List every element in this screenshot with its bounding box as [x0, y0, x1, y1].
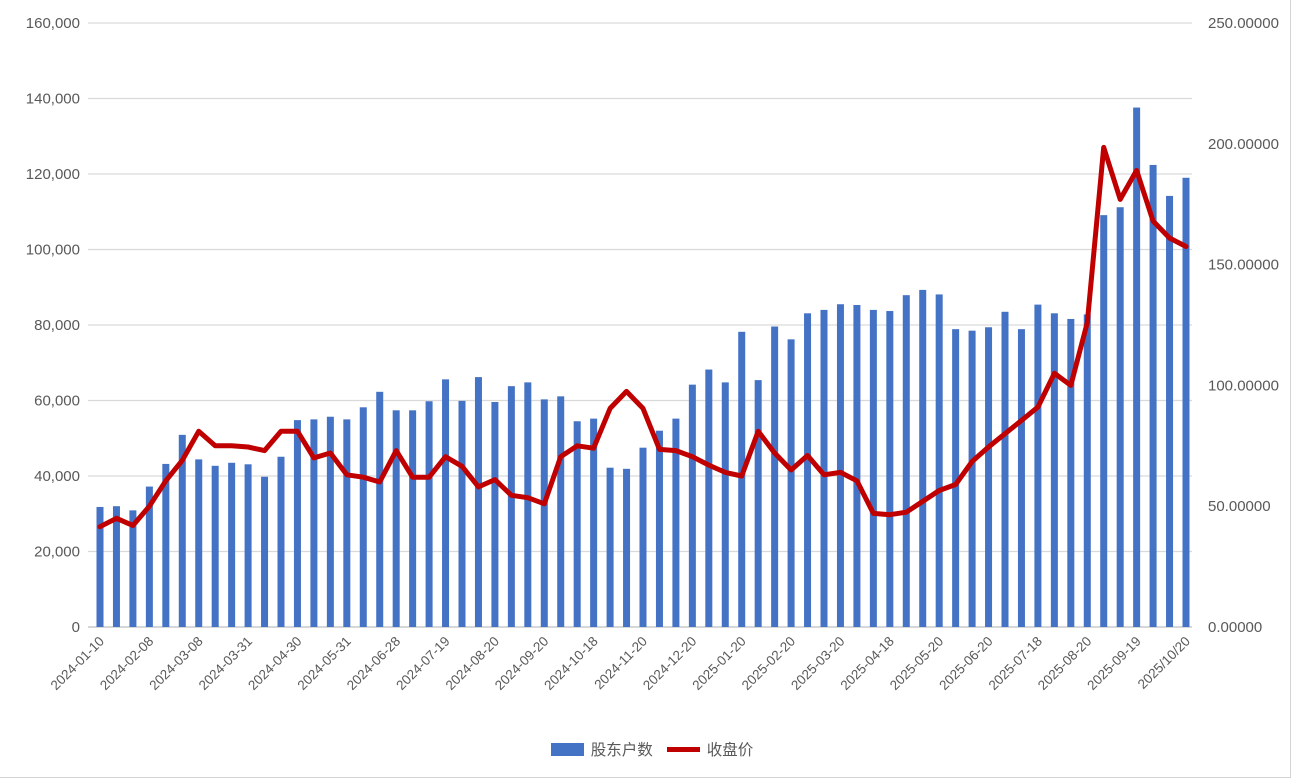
svg-text:2025/10/20: 2025/10/20 — [1135, 634, 1193, 692]
svg-text:2024-10-18: 2024-10-18 — [541, 634, 600, 693]
svg-text:100.00000: 100.00000 — [1208, 377, 1279, 394]
svg-text:80,000: 80,000 — [34, 317, 80, 334]
svg-text:140,000: 140,000 — [26, 91, 80, 108]
legend-label-shareholders: 股东户数 — [590, 742, 653, 759]
svg-text:160,000: 160,000 — [26, 15, 80, 32]
svg-text:50.00000: 50.00000 — [1208, 498, 1271, 515]
svg-text:0: 0 — [72, 619, 80, 636]
chart-legend: 股东户数 收盘价 — [0, 738, 1304, 760]
svg-text:2025-09-19: 2025-09-19 — [1084, 634, 1143, 693]
svg-text:20,000: 20,000 — [34, 544, 80, 561]
svg-text:100,000: 100,000 — [26, 242, 80, 259]
svg-text:0.00000: 0.00000 — [1208, 619, 1262, 636]
svg-text:120,000: 120,000 — [26, 166, 80, 183]
svg-text:40,000: 40,000 — [34, 468, 80, 485]
svg-text:200.00000: 200.00000 — [1208, 136, 1279, 153]
svg-text:250.00000: 250.00000 — [1208, 15, 1279, 32]
line-series-swatch — [666, 746, 700, 752]
svg-text:60,000: 60,000 — [34, 393, 80, 410]
legend-item-shareholders: 股东户数 — [550, 738, 653, 760]
bar-series-swatch — [550, 742, 584, 756]
svg-text:150.00000: 150.00000 — [1208, 257, 1279, 274]
legend-item-close-price: 收盘价 — [666, 738, 754, 760]
legend-label-close-price: 收盘价 — [706, 742, 754, 759]
